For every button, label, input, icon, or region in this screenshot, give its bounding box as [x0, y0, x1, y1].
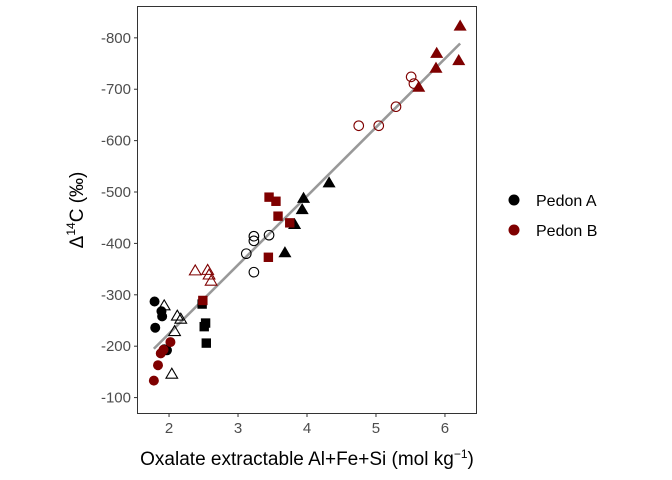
point-pedon-a-circle [248, 266, 260, 278]
x-tick-label: 4 [303, 420, 311, 437]
y-tick-label: -200 [101, 338, 131, 355]
point-pedon-b-circle [158, 344, 169, 355]
y-axis: -100 -200 -300 -400 -500 -600 -700 -800 [101, 30, 138, 407]
point-pedon-a-circle [248, 235, 260, 247]
point-pedon-b-circle [373, 120, 385, 132]
point-pedon-b-circle [153, 360, 164, 371]
point-pedon-b-circle [148, 375, 159, 386]
point-pedon-b-triangle [452, 53, 466, 66]
point-pedon-b-circle [165, 337, 176, 348]
legend-key-pedon-a [508, 194, 520, 206]
point-pedon-b-triangle [204, 274, 218, 286]
x-tick-label: 5 [372, 420, 380, 437]
y-tick-label: -800 [101, 30, 131, 47]
point-pedon-b-triangle [453, 19, 467, 31]
y-tick-label: -700 [101, 81, 131, 98]
y-tick-label: -600 [101, 133, 131, 150]
point-pedon-a-circle [240, 248, 252, 260]
point-pedon-b-square [198, 295, 208, 306]
x-axis: 2 3 4 5 6 [165, 413, 449, 437]
point-pedon-b-triangle [412, 80, 426, 92]
point-pedon-b-triangle [430, 46, 444, 58]
points-layer [148, 19, 467, 386]
point-pedon-b-triangle [188, 263, 203, 276]
point-pedon-a-triangle [295, 203, 309, 215]
y-tick-label: -300 [101, 287, 131, 304]
point-pedon-b-square [285, 218, 295, 228]
x-tick-label: 6 [441, 420, 449, 437]
point-pedon-b-square [273, 211, 283, 221]
point-pedon-b-circle [390, 101, 402, 113]
point-pedon-a-triangle [157, 298, 172, 311]
point-pedon-a-circle [263, 229, 275, 241]
point-pedon-a-triangle [167, 324, 182, 337]
point-pedon-a-circle [248, 230, 260, 242]
legend-key-pedon-b [508, 224, 520, 236]
x-axis-title: Oxalate extractable Al+Fe+Si (mol kg−1) [140, 447, 474, 470]
point-pedon-a-triangle [278, 246, 292, 258]
point-pedon-b-square [263, 252, 274, 262]
y-tick-label: -400 [101, 235, 131, 252]
point-pedon-a-circle [149, 296, 160, 307]
point-pedon-a-square [201, 338, 211, 348]
x-tick-label: 2 [165, 420, 173, 437]
point-pedon-a-triangle [322, 176, 336, 188]
point-pedon-b-circle [405, 71, 417, 83]
x-tick-label: 3 [234, 420, 242, 437]
point-pedon-b-triangle [200, 263, 215, 275]
y-tick-label: -100 [101, 390, 131, 407]
legend: Pedon A Pedon B [508, 193, 597, 240]
legend-label-pedon-a: Pedon A [536, 193, 597, 210]
point-pedon-a-square [200, 318, 211, 328]
legend-label-pedon-b: Pedon B [536, 223, 597, 240]
point-pedon-a-triangle [297, 191, 311, 203]
y-axis-title: Δ14C (‰) [64, 172, 88, 249]
point-pedon-a-triangle [173, 312, 188, 324]
y-tick-label: -500 [101, 184, 131, 201]
point-pedon-b-square [271, 196, 281, 206]
point-pedon-b-circle [353, 120, 365, 132]
point-pedon-b-triangle [429, 61, 443, 73]
point-pedon-a-circle [150, 322, 161, 333]
point-pedon-a-triangle [165, 367, 179, 379]
plot-panel [137, 6, 477, 414]
point-pedon-a-circle [157, 311, 168, 322]
